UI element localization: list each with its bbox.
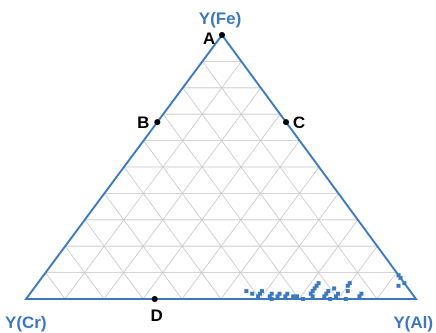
triangle-frame bbox=[24, 33, 418, 300]
grid-line-cr bbox=[84, 219, 144, 300]
vertex-label-left: Y(Cr) bbox=[5, 313, 47, 332]
data-point bbox=[312, 286, 317, 291]
data-point bbox=[334, 294, 339, 299]
data-point bbox=[310, 294, 315, 299]
grid-line-al bbox=[376, 272, 397, 300]
reference-marker-c bbox=[283, 119, 290, 126]
data-point bbox=[283, 294, 288, 299]
data-point bbox=[275, 294, 280, 299]
reference-label-b: B bbox=[137, 113, 149, 132]
grid-line-al bbox=[142, 113, 281, 300]
data-point bbox=[244, 289, 249, 294]
data-point bbox=[396, 283, 401, 288]
reference-label-a: A bbox=[203, 29, 215, 48]
grid-line-al bbox=[220, 166, 320, 300]
data-point bbox=[324, 291, 329, 296]
data-point bbox=[310, 289, 315, 294]
grid-line-cr bbox=[64, 245, 105, 300]
grid-line-al bbox=[298, 219, 359, 300]
data-point bbox=[345, 289, 350, 294]
data-point bbox=[277, 291, 282, 296]
data-point bbox=[316, 281, 321, 286]
data-point bbox=[343, 297, 348, 301]
reference-label-d: D bbox=[151, 306, 163, 325]
data-point bbox=[314, 283, 319, 288]
data-point bbox=[258, 291, 263, 296]
data-point bbox=[267, 294, 272, 299]
data-point bbox=[300, 297, 305, 301]
vertex-label-top: Y(Fe) bbox=[199, 9, 242, 28]
data-point bbox=[359, 291, 364, 296]
ternary-grid bbox=[45, 61, 397, 300]
reference-marker-d bbox=[151, 296, 158, 302]
data-point bbox=[259, 289, 264, 294]
data-point bbox=[285, 291, 290, 296]
grid-line-cr bbox=[104, 193, 183, 300]
data-point bbox=[269, 291, 274, 296]
grid-line-cr bbox=[123, 166, 222, 300]
grid-line-al bbox=[64, 61, 242, 300]
reference-markers: A B C D bbox=[137, 29, 305, 325]
data-point bbox=[326, 289, 331, 294]
data-point bbox=[295, 294, 300, 299]
reference-marker-b bbox=[154, 119, 161, 126]
data-point bbox=[256, 294, 261, 299]
grid-line-cr bbox=[45, 272, 66, 300]
data-point bbox=[336, 291, 341, 296]
data-point bbox=[322, 294, 327, 299]
data-point bbox=[345, 283, 350, 288]
data-points bbox=[244, 273, 407, 301]
grid-line-al bbox=[337, 245, 378, 300]
data-point bbox=[269, 297, 274, 301]
data-point bbox=[308, 291, 313, 296]
data-point bbox=[347, 281, 352, 286]
data-point bbox=[398, 275, 403, 280]
data-point bbox=[402, 281, 407, 286]
data-point bbox=[332, 286, 337, 291]
data-point bbox=[291, 294, 296, 299]
data-point bbox=[328, 297, 333, 301]
grid-line-al bbox=[259, 193, 339, 300]
data-point bbox=[357, 294, 362, 299]
grid-line-cr bbox=[202, 61, 378, 300]
vertex-label-right: Y(Al) bbox=[393, 313, 433, 332]
reference-label-c: C bbox=[293, 113, 305, 132]
grid-line-cr bbox=[162, 113, 300, 300]
data-point bbox=[396, 273, 401, 278]
reference-marker-a bbox=[219, 32, 225, 38]
data-point bbox=[250, 291, 255, 296]
